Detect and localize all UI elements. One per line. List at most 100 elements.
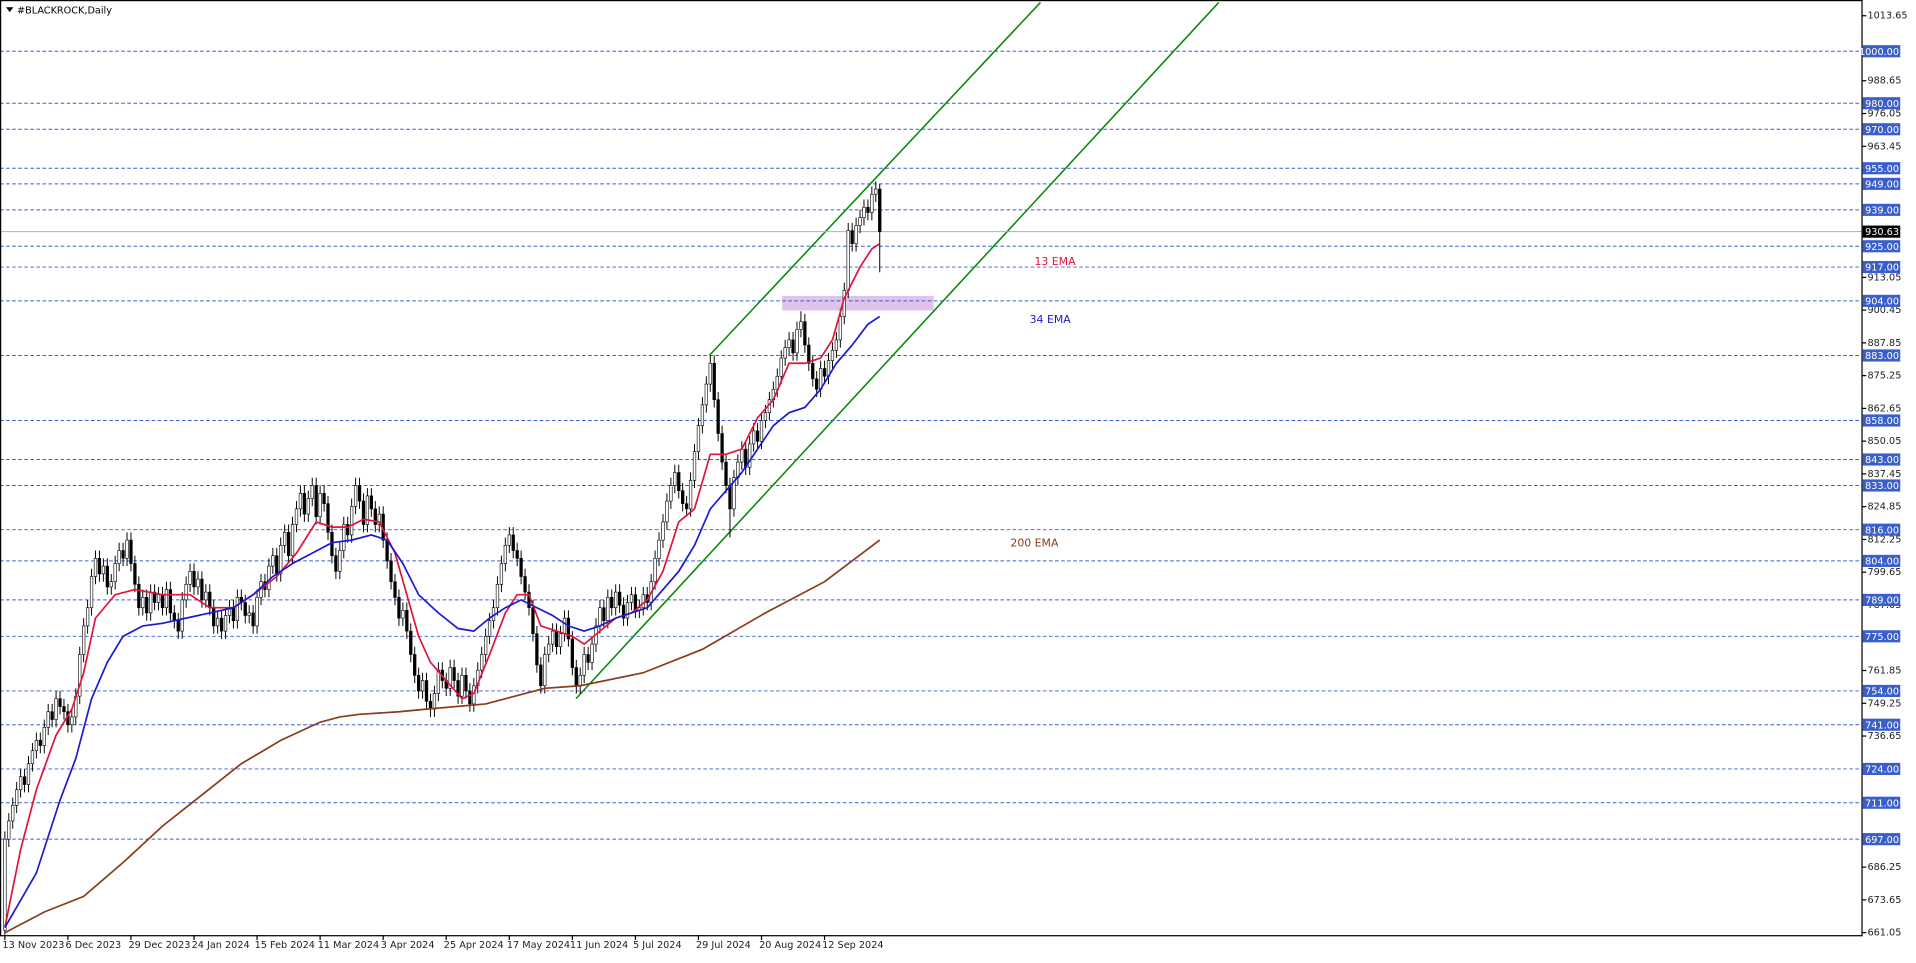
level-label: 904.00 bbox=[1865, 296, 1899, 307]
candle-body bbox=[204, 591, 208, 601]
candle-body bbox=[192, 571, 196, 588]
x-tick-label: 25 Apr 2024 bbox=[444, 940, 504, 951]
ema-line bbox=[4, 242, 881, 928]
candle-body bbox=[511, 534, 515, 551]
candle-body bbox=[614, 591, 618, 609]
candle-body bbox=[180, 599, 184, 632]
candle-body bbox=[495, 584, 500, 609]
x-tick-label: 29 Jul 2024 bbox=[696, 940, 751, 951]
candle-body bbox=[499, 563, 504, 585]
x-tick-label: 15 Feb 2024 bbox=[255, 940, 315, 951]
candle-body bbox=[795, 329, 799, 354]
candle-body bbox=[219, 617, 224, 632]
level-label-box bbox=[1862, 762, 1901, 776]
candle-body bbox=[109, 581, 113, 588]
candle-body bbox=[547, 643, 551, 655]
candle-body bbox=[409, 630, 413, 655]
candle-body bbox=[598, 607, 602, 627]
level-label-box bbox=[1862, 833, 1901, 846]
candle-body bbox=[661, 521, 665, 541]
candle-body bbox=[50, 711, 54, 720]
candle-body bbox=[602, 607, 606, 622]
candle-body bbox=[286, 531, 291, 557]
level-label: 697.00 bbox=[1865, 835, 1899, 846]
x-tick-label: 24 Jan 2024 bbox=[192, 940, 250, 951]
candle-body bbox=[728, 485, 732, 510]
chart-title: #BLACKROCK,Daily bbox=[17, 5, 112, 16]
level-label: 711.00 bbox=[1865, 798, 1899, 809]
candle-body bbox=[480, 654, 484, 671]
supply-zone bbox=[782, 295, 934, 311]
x-tick-label: 6 Dec 2023 bbox=[65, 940, 121, 951]
candle-body bbox=[677, 472, 681, 491]
candle-body bbox=[15, 789, 19, 806]
menu-arrow[interactable] bbox=[6, 7, 14, 13]
candle-body bbox=[393, 581, 397, 598]
candle-body bbox=[448, 667, 452, 689]
candle-body bbox=[570, 638, 574, 668]
candle-body bbox=[405, 610, 409, 632]
candle-body bbox=[712, 362, 716, 400]
y-tick-label: 761.85 bbox=[1867, 666, 1901, 677]
candle-body bbox=[807, 344, 811, 364]
level-label-box bbox=[1862, 177, 1901, 190]
candle-body bbox=[543, 654, 547, 687]
price-label: 930.63 bbox=[1865, 227, 1899, 238]
candle-body bbox=[271, 555, 275, 567]
candle-body bbox=[803, 321, 807, 346]
candle-body bbox=[279, 545, 283, 575]
candle-body bbox=[523, 576, 527, 593]
candle-body bbox=[417, 675, 421, 692]
candle-body bbox=[160, 594, 165, 609]
level-label-box bbox=[1862, 718, 1901, 731]
candle-body bbox=[874, 188, 878, 195]
candle-body bbox=[484, 636, 488, 655]
level-label: 833.00 bbox=[1865, 481, 1899, 492]
candle-body bbox=[231, 607, 236, 622]
candle-body bbox=[97, 558, 102, 575]
candle-body bbox=[168, 589, 173, 614]
candle-body bbox=[78, 654, 82, 697]
candle-body bbox=[791, 339, 795, 354]
level-label: 917.00 bbox=[1865, 263, 1899, 274]
level-label: 939.00 bbox=[1865, 205, 1899, 216]
level-label: 741.00 bbox=[1865, 720, 1899, 731]
candle-body bbox=[243, 602, 247, 616]
candle-body bbox=[137, 584, 141, 609]
candle-body bbox=[558, 633, 563, 648]
candle-body bbox=[665, 500, 669, 523]
level-label-box bbox=[1862, 45, 1901, 58]
candle-body bbox=[334, 555, 338, 572]
y-tick-label: 887.85 bbox=[1867, 338, 1901, 349]
candle-body bbox=[657, 539, 661, 559]
candle-body bbox=[70, 716, 74, 726]
candle-body bbox=[815, 378, 819, 390]
candle-body bbox=[625, 602, 630, 619]
candle-body bbox=[357, 485, 362, 502]
candle-body bbox=[590, 643, 594, 663]
level-label: 789.00 bbox=[1865, 596, 1899, 607]
candle-body bbox=[854, 225, 858, 244]
level-label-box bbox=[1862, 349, 1901, 362]
candle-body bbox=[669, 485, 673, 502]
candle-body bbox=[554, 630, 559, 648]
candle-body bbox=[38, 740, 42, 746]
candle-body bbox=[267, 565, 271, 590]
candle-body bbox=[101, 565, 106, 575]
candle-body bbox=[397, 597, 401, 619]
candle-body bbox=[156, 594, 161, 603]
level-label-box bbox=[1862, 593, 1901, 606]
y-tick-label: 736.65 bbox=[1867, 731, 1901, 742]
candle-body bbox=[822, 368, 827, 377]
level-label: 724.00 bbox=[1865, 765, 1899, 776]
candle-body bbox=[342, 524, 346, 551]
candle-body bbox=[621, 604, 626, 619]
candle-body bbox=[673, 472, 677, 486]
candle-body bbox=[58, 698, 62, 707]
candle-body bbox=[724, 461, 728, 486]
candle-body bbox=[539, 664, 543, 687]
candle-body bbox=[759, 420, 764, 442]
